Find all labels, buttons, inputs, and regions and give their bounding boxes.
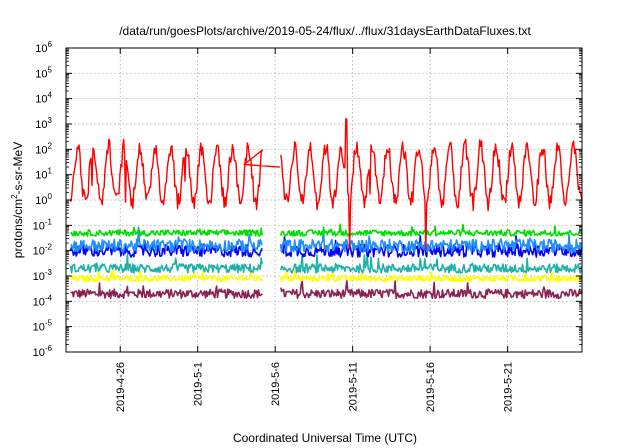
y-tick-label: 106 (35, 40, 52, 55)
chart-title: /data/run/goesPlots/archive/2019-05-24/f… (119, 24, 531, 38)
y-tick-label: 100 (35, 192, 52, 207)
series-line (280, 230, 583, 253)
series-group (69, 118, 583, 300)
x-tick-label: 2019-5-1 (193, 362, 205, 406)
x-tick-label: 2019-4-26 (115, 362, 127, 412)
y-tick-label: 10-3 (33, 268, 53, 283)
y-tick-label: 101 (35, 167, 52, 182)
series-line (280, 223, 583, 237)
series-line (70, 282, 263, 299)
series-line (70, 226, 263, 237)
y-tick-label: 102 (35, 141, 52, 156)
y-tick-label: 10-6 (33, 344, 53, 359)
y-tick-label: 10-1 (33, 217, 53, 232)
grid-lines (66, 48, 582, 352)
y-tick-label: 10-4 (33, 293, 53, 308)
x-tick-label: 2019-5-11 (348, 362, 360, 411)
y-axis: 10-6 10-5 10-4 10-3 10-2 10-1 100 101 102 103 104 1… (33, 40, 582, 359)
y-axis-label: protons/cm2-s-sr-MeV (10, 142, 25, 258)
series-line (280, 254, 583, 274)
y-tick-label: 104 (35, 91, 52, 106)
series-line (280, 118, 583, 251)
y-tick-label: 10-2 (33, 243, 53, 258)
x-axis: 2019-4-26 2019-5-1 2019-5-6 2019-5-11 2019-5… (115, 48, 515, 412)
series-line (70, 226, 263, 253)
series-line (280, 270, 583, 283)
x-tick-label: 2019-5-6 (270, 362, 282, 406)
y-tick-label: 105 (35, 65, 52, 80)
series-line (280, 279, 583, 300)
series-line (69, 138, 280, 211)
y-tick-label: 10-5 (33, 319, 53, 334)
y-tick-label: 103 (35, 116, 52, 131)
x-tick-label: 2019-5-16 (425, 362, 437, 412)
x-tick-label: 2019-5-21 (503, 362, 515, 412)
series-line (69, 254, 263, 274)
x-axis-label: Coordinated Universal Time (UTC) (233, 431, 417, 445)
series-line (280, 235, 583, 258)
series-line (70, 268, 263, 283)
